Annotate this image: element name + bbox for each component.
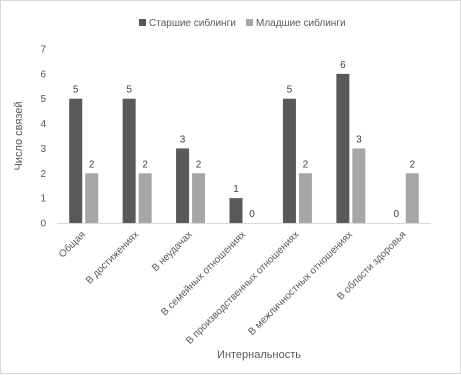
x-tick-label: В достижениях [84,229,141,286]
legend: Старшие сиблинги Младшие сиблинги [139,17,346,29]
bar-older [336,73,350,223]
data-labels: 5 2 5 2 3 2 1 0 5 2 6 3 0 2 [73,60,416,220]
data-label: 5 [126,85,132,96]
bar-older [282,98,296,223]
x-tick-label: Общая [56,229,88,261]
y-tick-label: 4 [40,119,46,130]
data-label: 0 [249,209,255,220]
bar-younger [138,173,152,223]
y-tick-label: 7 [40,45,46,56]
bar-older [122,98,136,223]
data-label: 3 [180,134,186,145]
data-label: 2 [196,159,202,170]
data-label: 0 [394,209,400,220]
y-tick-label: 2 [40,169,46,180]
y-tick-label: 1 [40,194,46,205]
bar-younger [85,173,99,223]
x-tick-label: В межличностных отношениях [247,229,355,337]
bar-older [176,148,190,223]
y-axis-ticks: 0 1 2 3 4 5 6 7 [40,45,46,230]
legend-swatch-older [139,19,146,26]
x-axis-title: Интернальность [217,349,301,361]
bar-younger [352,148,366,223]
bar-older [69,98,83,223]
y-axis-title: Число связей [13,101,25,170]
x-tick-label: В неудачах [150,229,195,274]
data-label: 6 [340,60,346,71]
data-label: 2 [410,159,416,170]
y-tick-label: 6 [40,69,46,80]
bar-younger [405,173,419,223]
bar-younger [192,173,206,223]
x-tick-label: В производственных отношениях [184,229,301,346]
data-label: 5 [287,85,293,96]
legend-label-younger: Младшие сиблинги [256,17,346,29]
y-tick-label: 0 [40,219,46,230]
data-label: 2 [142,159,148,170]
legend-label-older: Старшие сиблинги [149,17,236,29]
legend-swatch-younger [246,19,253,26]
y-tick-label: 3 [40,144,46,155]
data-label: 2 [303,159,309,170]
bar-older [229,198,243,223]
data-label: 5 [73,85,79,96]
bars [69,73,419,223]
data-label: 3 [356,134,362,145]
data-label: 1 [233,184,239,195]
bar-younger [298,173,312,223]
y-tick-label: 5 [40,94,46,105]
data-label: 2 [89,159,95,170]
